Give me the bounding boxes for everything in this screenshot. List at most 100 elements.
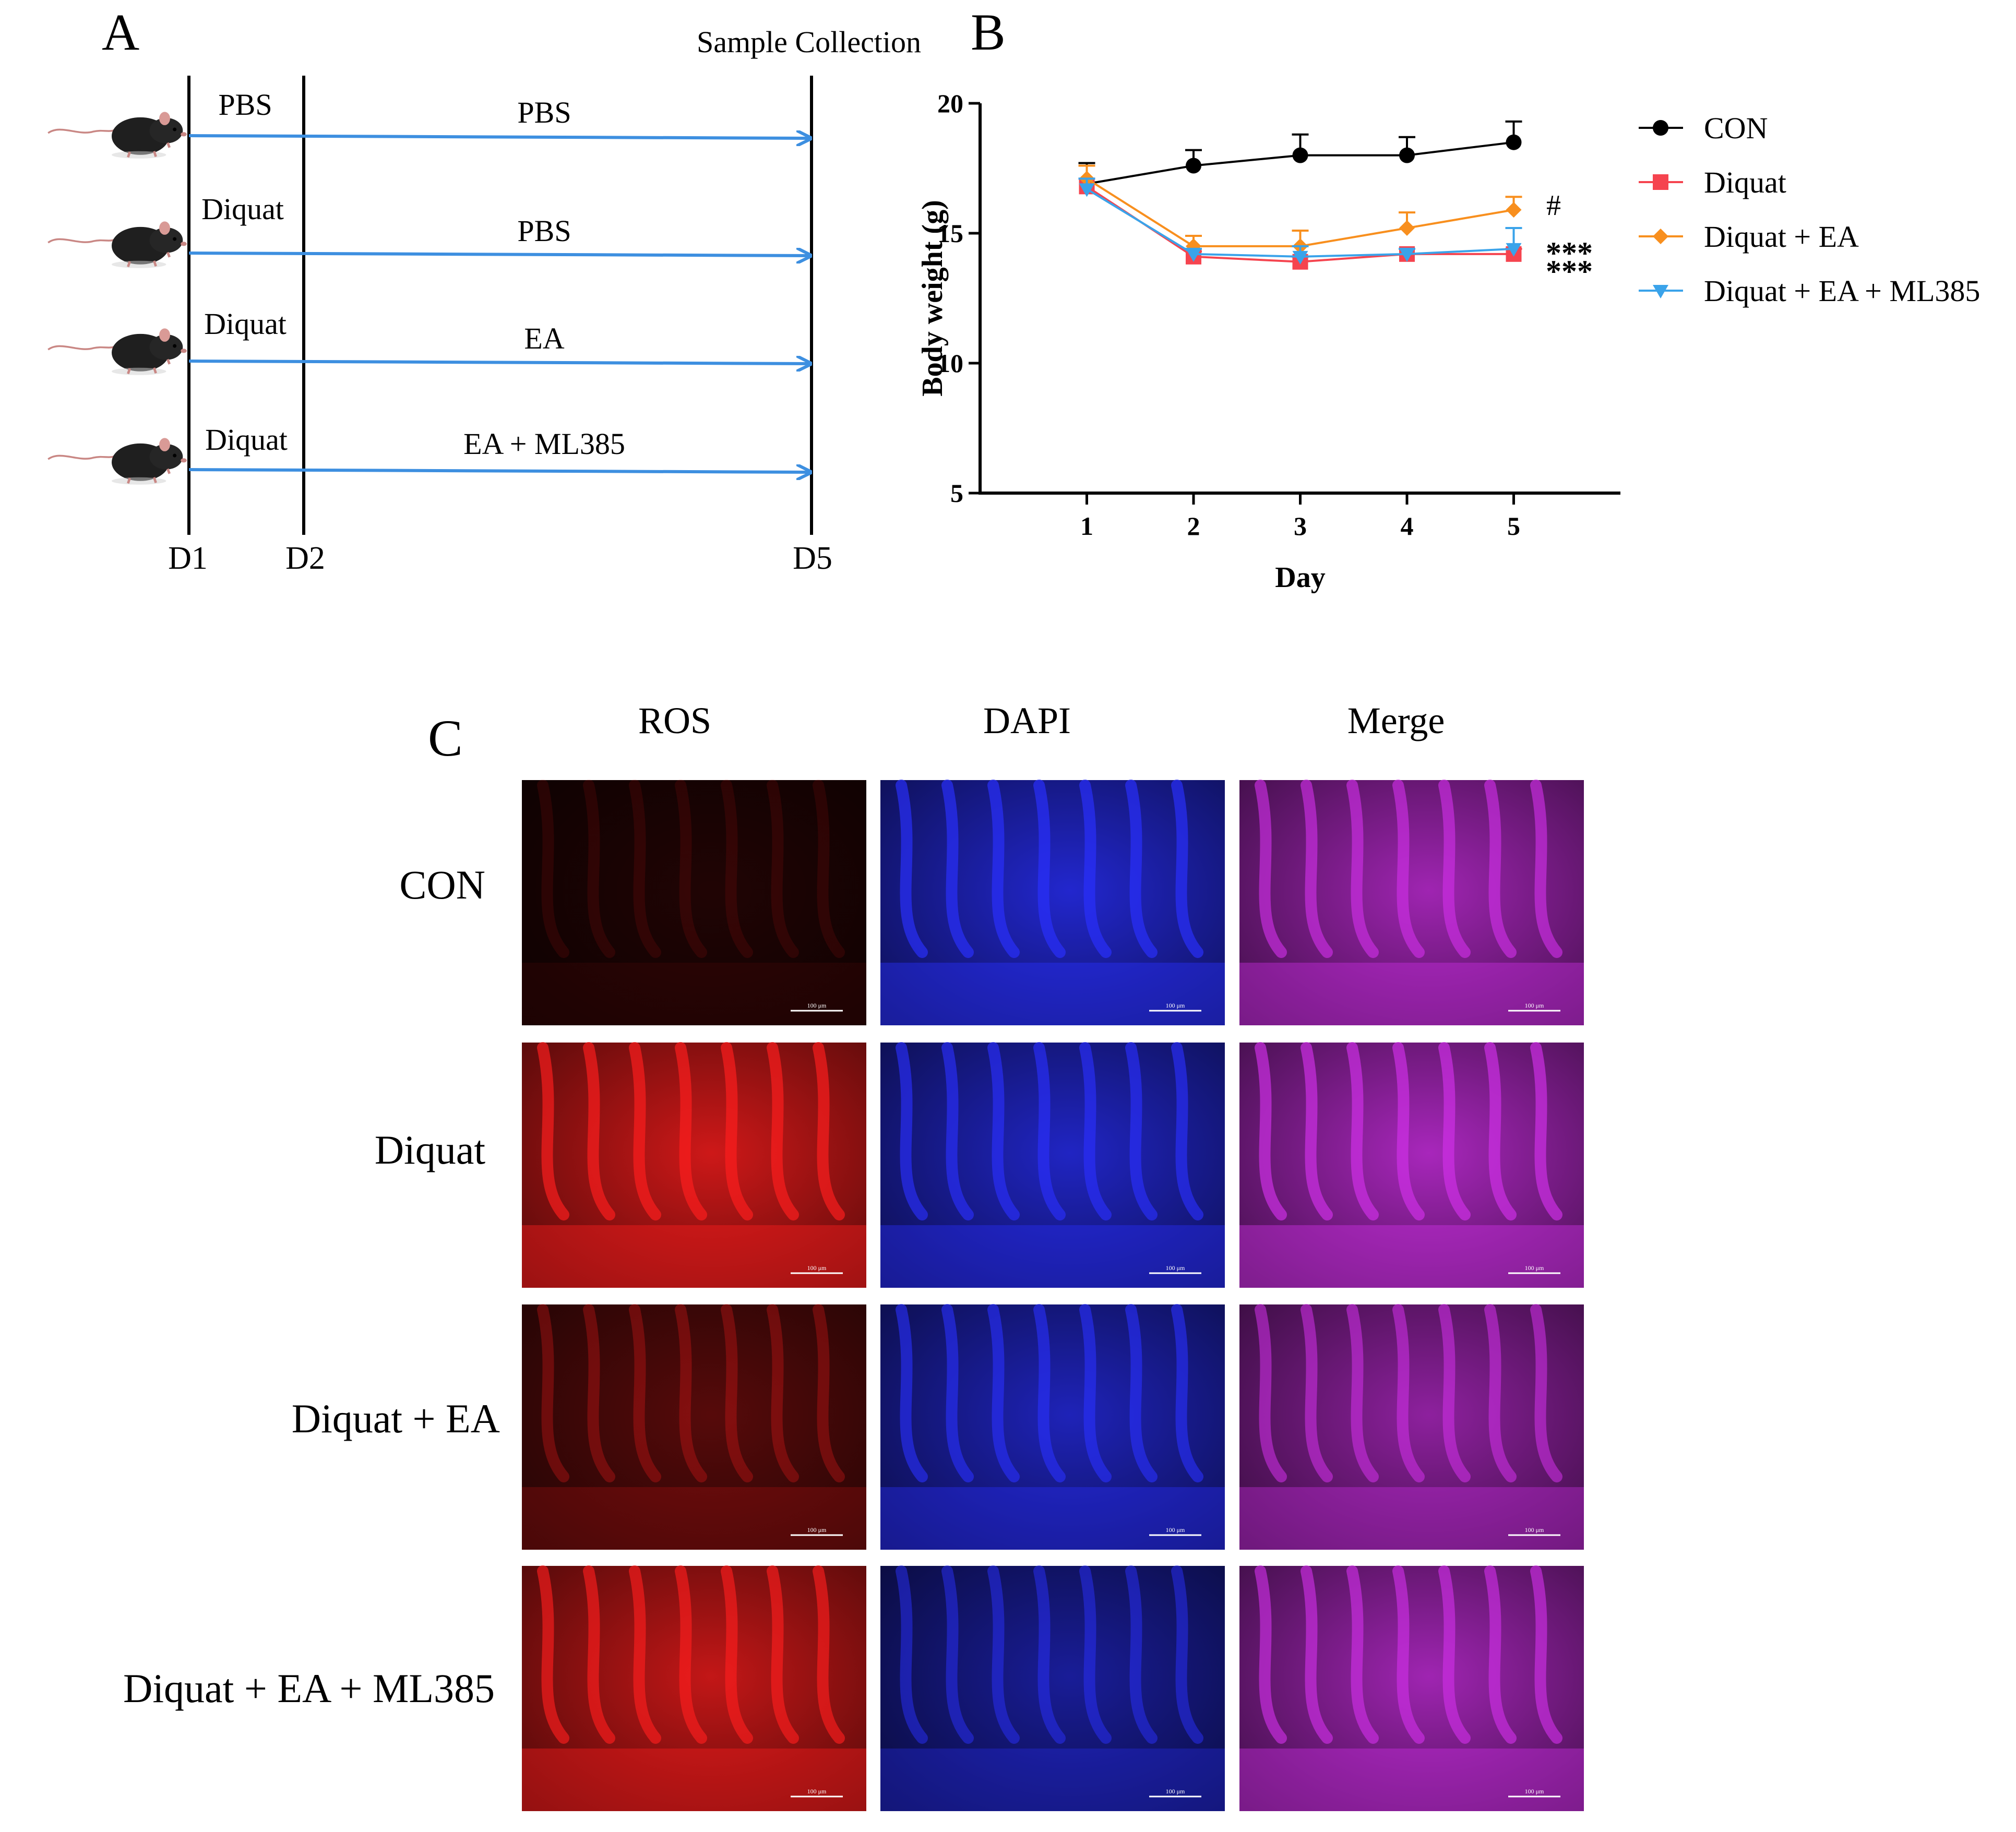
- tissue-structure: [537, 1304, 569, 1482]
- tissue-structure: [721, 1304, 753, 1482]
- tissue-structure: [675, 1042, 707, 1220]
- data-point: [1653, 174, 1668, 190]
- tissue-structure: [1530, 1565, 1562, 1744]
- micrograph-dapi: 100 μm: [880, 1042, 1225, 1288]
- tissue-structure: [583, 1565, 615, 1744]
- tissue-structure: [1171, 780, 1203, 958]
- micrograph-ros: 100 μm: [522, 1042, 866, 1288]
- scale-bar-label: 100 μm: [1166, 1002, 1185, 1009]
- micrograph-merge: 100 μm: [1239, 1304, 1584, 1550]
- tissue-structure: [1033, 1042, 1066, 1220]
- micrograph-ros: 100 μm: [522, 1565, 866, 1811]
- mouse-icon: [48, 112, 187, 158]
- data-point: [1292, 250, 1308, 265]
- micrograph-signal: [1239, 1566, 1584, 1811]
- tissue-structure: [941, 780, 974, 958]
- tissue-structure: [1033, 1565, 1066, 1744]
- tissue-structure: [1079, 1042, 1112, 1220]
- tissue-base: [1239, 1225, 1584, 1288]
- tissue-structure: [767, 1042, 799, 1220]
- tissue-structure: [629, 1565, 661, 1744]
- panel-b: B 5 10 15 20 1 2 3 4 5 Day Body weight (g) CON Diqua…: [916, 3, 1980, 594]
- tissue-structure: [1125, 780, 1158, 958]
- panel-c: C ROS DAPI Merge CON Diquat Diquat + EA Diquat…: [123, 700, 1584, 1811]
- column-header: Merge: [1347, 700, 1445, 741]
- tissue-structure: [987, 1304, 1020, 1482]
- y-tick-label: 10: [937, 349, 963, 378]
- series-diquat-ea-ml385: [1078, 177, 1522, 265]
- tissue-structure: [1484, 780, 1517, 958]
- tissue-structure: [896, 1304, 928, 1482]
- micrograph-dapi: 100 μm: [880, 780, 1225, 1025]
- micrograph-signal: [880, 780, 1225, 1025]
- y-tick-label: 20: [937, 89, 963, 118]
- tissue-structure: [675, 780, 707, 958]
- row-3-initial-treatment: Diquat: [204, 307, 287, 341]
- micrograph-merge: 100 μm: [1239, 780, 1584, 1025]
- tissue-structure: [721, 780, 753, 958]
- day-label-d1: D1: [168, 541, 208, 576]
- micrograph-signal: [1239, 780, 1584, 1025]
- series-con: [1078, 120, 1522, 192]
- tissue-structure: [767, 1565, 799, 1744]
- tissue-structure: [537, 780, 569, 958]
- x-tick-label: 3: [1294, 511, 1307, 541]
- micrograph-signal: [522, 1043, 866, 1288]
- tissue-structure: [1033, 780, 1066, 958]
- tissue-structure: [1484, 1042, 1517, 1220]
- day-label-d2: D2: [285, 541, 325, 576]
- tissue-structure: [1392, 1565, 1425, 1744]
- tissue-structure: [583, 1042, 615, 1220]
- x-tick-label: 1: [1080, 511, 1093, 541]
- tissue-structure: [813, 1042, 845, 1220]
- tissue-structure: [1171, 1042, 1203, 1220]
- sig-stars-1: ***: [1546, 236, 1593, 270]
- tissue-structure: [896, 1042, 928, 1220]
- data-point: [1653, 120, 1668, 136]
- tissue-structure: [1346, 1565, 1379, 1744]
- scale-bar-label: 100 μm: [1525, 1788, 1544, 1795]
- tissue-structure: [1438, 1304, 1471, 1482]
- tissue-structure: [1171, 1565, 1203, 1744]
- tissue-structure: [1079, 1304, 1112, 1482]
- tissue-base: [1239, 963, 1584, 1025]
- panel-a: A Sample Collection D1 D2 D5 PBS PBS Diq…: [48, 3, 921, 576]
- day-label-d5: D5: [793, 541, 832, 576]
- treatment-arrow: [188, 470, 810, 472]
- column-header: ROS: [638, 700, 711, 741]
- tissue-structure: [896, 780, 928, 958]
- data-point: [1653, 285, 1668, 298]
- tissue-structure: [721, 1565, 753, 1744]
- micrograph-ros: 100 μm: [522, 780, 866, 1025]
- tissue-base: [880, 1225, 1225, 1288]
- data-point: [1186, 158, 1201, 174]
- tissue-structure: [1301, 1565, 1333, 1744]
- tissue-structure: [896, 1565, 928, 1744]
- tissue-structure: [941, 1042, 974, 1220]
- sig-hash: #: [1546, 189, 1561, 222]
- row-2-initial-treatment: Diquat: [201, 192, 284, 226]
- micrograph-merge: 100 μm: [1239, 1565, 1584, 1811]
- row-label: Diquat: [375, 1127, 486, 1172]
- tissue-structure: [1438, 1565, 1471, 1744]
- tissue-structure: [1125, 1304, 1158, 1482]
- tissue-base: [880, 1749, 1225, 1811]
- sig-stars-2: ***: [1546, 254, 1593, 289]
- tissue-base: [522, 1487, 866, 1550]
- data-point: [1506, 134, 1522, 150]
- tissue-structure: [675, 1304, 707, 1482]
- scale-bar-label: 100 μm: [807, 1002, 827, 1009]
- column-header: DAPI: [983, 700, 1071, 741]
- series-diquat-ea: [1078, 164, 1522, 254]
- tissue-structure: [1392, 780, 1425, 958]
- data-point: [1653, 229, 1668, 244]
- tissue-structure: [941, 1304, 974, 1482]
- tissue-structure: [1301, 1304, 1333, 1482]
- tissue-base: [1239, 1749, 1584, 1811]
- tissue-structure: [1530, 780, 1562, 958]
- tissue-structure: [1438, 1042, 1471, 1220]
- tissue-structure: [1484, 1304, 1517, 1482]
- tissue-structure: [987, 1565, 1020, 1744]
- row-2-treatment: PBS: [517, 214, 571, 248]
- tissue-structure: [767, 1304, 799, 1482]
